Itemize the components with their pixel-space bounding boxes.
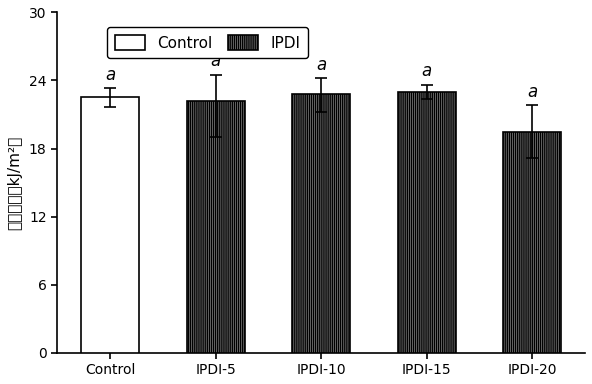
Text: a: a [210,52,221,70]
Text: a: a [105,66,115,84]
Bar [503,131,561,353]
Text: a: a [527,83,537,101]
Legend: Control, IPDI: Control, IPDI [107,27,308,58]
Text: a: a [316,56,326,74]
Bar [398,92,456,353]
Bar [186,101,244,353]
Bar [81,98,139,353]
Bar [292,94,350,353]
Text: a: a [422,63,432,81]
Y-axis label: 冲击强度（kJ/m²）: 冲击强度（kJ/m²） [7,136,22,230]
